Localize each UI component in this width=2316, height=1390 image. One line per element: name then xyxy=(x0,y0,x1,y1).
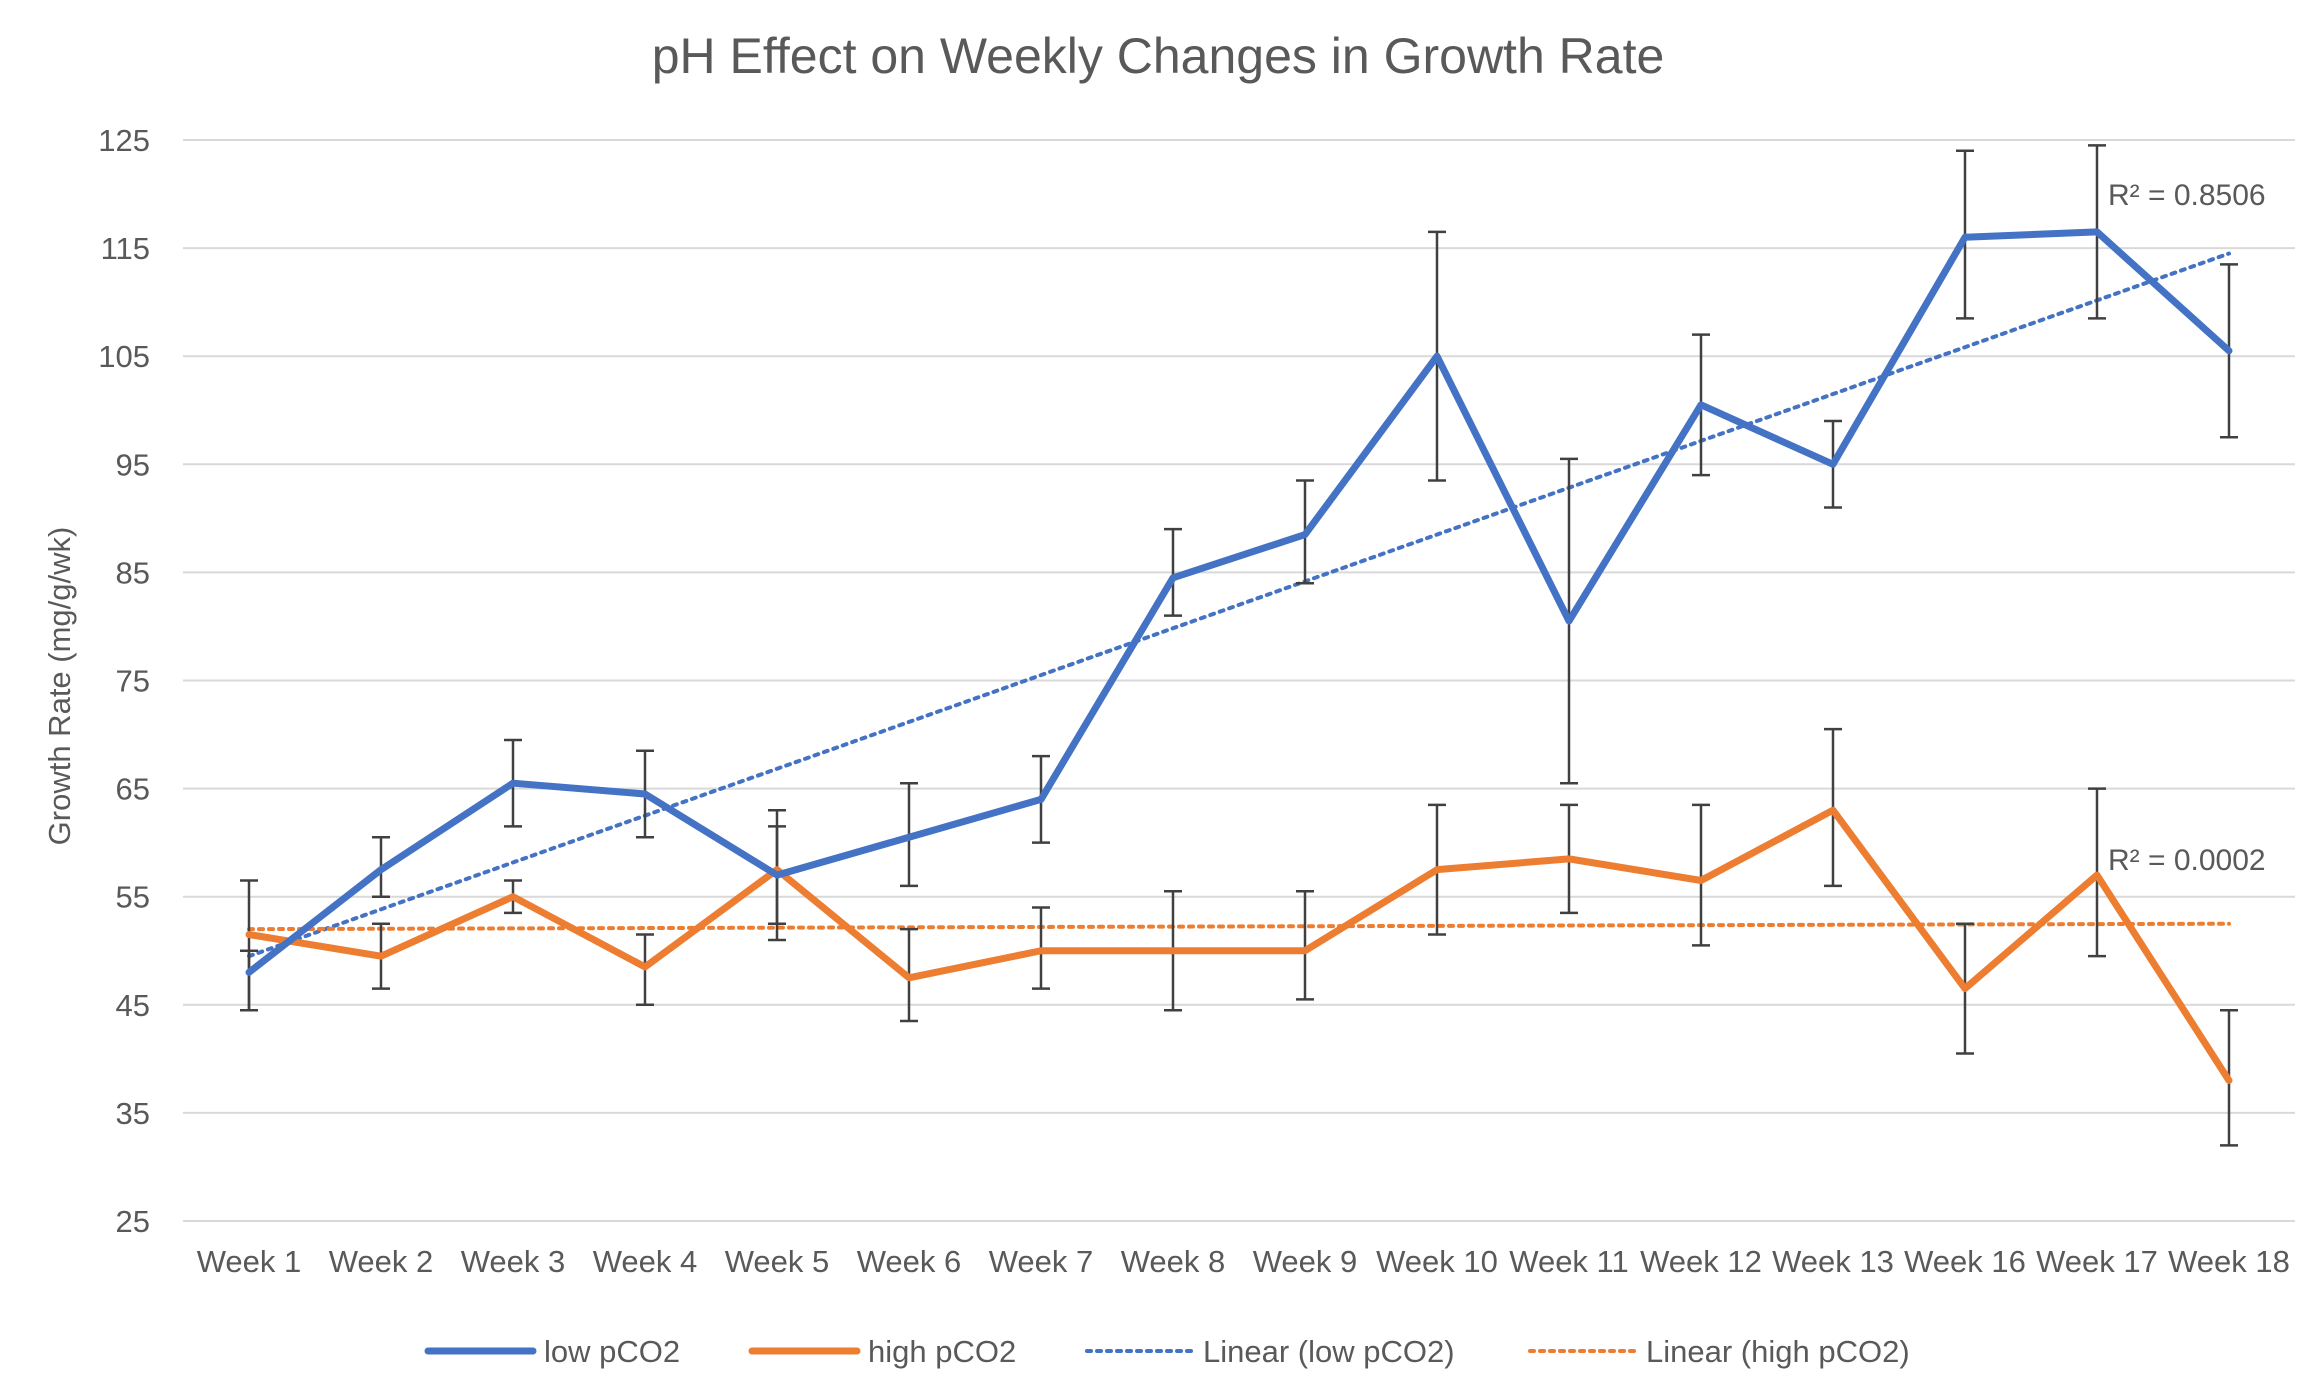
y-tick-label: 125 xyxy=(98,123,150,158)
y-tick-label: 75 xyxy=(116,664,150,699)
x-tick-label: Week 1 xyxy=(197,1244,302,1279)
x-tick-label: Week 3 xyxy=(461,1244,566,1279)
trendlines: R² = 0.8506 R² = 0.0002 xyxy=(247,179,2266,959)
y-tick-label: 105 xyxy=(98,339,150,374)
legend-item: Linear (low pCO2) xyxy=(1085,1334,1455,1369)
legend-label: Linear (high pCO2) xyxy=(1646,1334,1910,1369)
x-tick-label: Week 9 xyxy=(1253,1244,1358,1279)
y-tick-label: 45 xyxy=(116,988,150,1023)
legend-label: high pCO2 xyxy=(868,1334,1016,1369)
y-tick-label: 65 xyxy=(116,772,150,807)
legend: low pCO2 high pCO2 Linear (low pCO2) Linear… xyxy=(424,1334,1910,1369)
x-tick-label: Week 7 xyxy=(989,1244,1094,1279)
y-tick-label: 85 xyxy=(116,555,150,590)
x-tick-label: Week 10 xyxy=(1376,1244,1498,1279)
legend-label: Linear (low pCO2) xyxy=(1203,1334,1455,1369)
x-tick-label: Week 11 xyxy=(1509,1244,1628,1279)
series-lines xyxy=(245,228,2233,1084)
legend-item: Linear (high pCO2) xyxy=(1528,1334,1910,1369)
legend-item: high pCO2 xyxy=(748,1334,1016,1369)
x-tick-label: Week 18 xyxy=(2168,1244,2290,1279)
y-tick-label: 115 xyxy=(101,231,150,266)
trendline xyxy=(247,251,2231,959)
y-axis-ticks: 25 35 45 55 65 75 85 95 105 115 125 xyxy=(98,123,150,1239)
r-squared-label: R² = 0.8506 xyxy=(2108,179,2266,212)
x-tick-label: Week 17 xyxy=(2036,1244,2158,1279)
trendline xyxy=(247,921,2231,932)
legend-item: low pCO2 xyxy=(424,1334,680,1369)
y-tick-label: 35 xyxy=(116,1096,150,1131)
series-line xyxy=(245,806,2233,1084)
x-tick-label: Week 16 xyxy=(1904,1244,2026,1279)
x-axis-ticks: Week 1 Week 2 Week 3 Week 4 Week 5 Week 6 Week… xyxy=(197,1244,2290,1279)
error-bars xyxy=(240,144,2238,1147)
x-tick-label: Week 8 xyxy=(1121,1244,1226,1279)
r-squared-label: R² = 0.0002 xyxy=(2108,844,2266,877)
y-tick-label: 95 xyxy=(116,447,150,482)
y-tick-label: 25 xyxy=(116,1204,150,1239)
y-tick-label: 55 xyxy=(116,880,150,915)
chart-title: pH Effect on Weekly Changes in Growth Ra… xyxy=(652,28,1665,84)
y-axis-title: Growth Rate (mg/g/wk) xyxy=(42,527,77,846)
x-tick-label: Week 13 xyxy=(1772,1244,1894,1279)
x-tick-label: Week 12 xyxy=(1640,1244,1762,1279)
x-tick-label: Week 6 xyxy=(857,1244,962,1279)
series-line xyxy=(245,228,2233,976)
x-tick-label: Week 5 xyxy=(725,1244,830,1279)
x-tick-label: Week 4 xyxy=(593,1244,698,1279)
legend-label: low pCO2 xyxy=(544,1334,680,1369)
x-tick-label: Week 2 xyxy=(329,1244,434,1279)
gridlines xyxy=(183,139,2295,1222)
